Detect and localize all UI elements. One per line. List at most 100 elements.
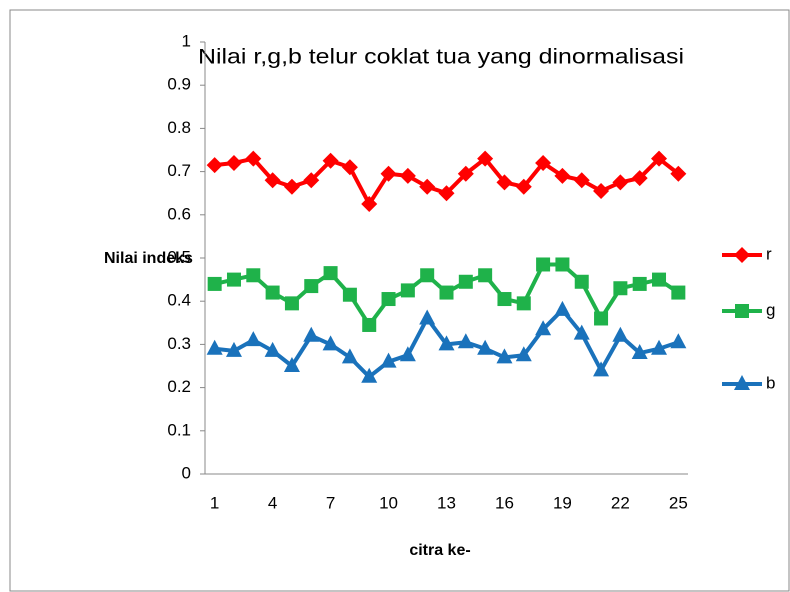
point: [207, 276, 222, 291]
point: [381, 292, 396, 307]
point: [477, 150, 494, 167]
point: [593, 361, 610, 377]
point: [438, 335, 455, 351]
point: [593, 183, 610, 200]
point: [613, 281, 628, 296]
y-tick-label: 0.5: [167, 247, 191, 266]
point: [516, 296, 531, 311]
point: [671, 285, 686, 300]
point: [515, 178, 532, 195]
x-tick-label: 1: [210, 493, 219, 512]
point: [322, 335, 339, 351]
point: [632, 276, 647, 291]
point: [303, 326, 320, 342]
point: [652, 272, 667, 287]
point: [341, 159, 358, 176]
y-tick-label: 0.9: [167, 75, 191, 94]
point: [438, 185, 455, 202]
point: [478, 268, 493, 283]
y-axis-label: Nilai indeks: [104, 250, 193, 267]
point: [399, 346, 416, 362]
point: [457, 165, 474, 182]
point: [573, 324, 590, 340]
point: [323, 266, 338, 281]
y-tick-label: 0.3: [167, 334, 191, 353]
point: [284, 296, 299, 311]
x-tick-label: 7: [326, 493, 335, 512]
point: [612, 174, 629, 191]
point: [303, 172, 320, 189]
point: [612, 326, 629, 342]
point: [631, 170, 648, 187]
point: [362, 317, 377, 332]
point: [206, 339, 223, 355]
point: [554, 300, 571, 316]
y-tick-label: 0: [182, 463, 191, 482]
x-tick-label: 19: [553, 493, 572, 512]
point: [361, 367, 378, 383]
point: [264, 172, 281, 189]
point: [670, 333, 687, 349]
point: [536, 257, 551, 272]
legend-marker: [734, 375, 750, 390]
point: [283, 357, 300, 372]
legend-marker: [734, 247, 750, 263]
point: [497, 292, 512, 307]
point: [400, 283, 415, 298]
point: [535, 320, 552, 336]
point: [361, 196, 378, 212]
point: [439, 285, 454, 300]
x-tick-label: 13: [437, 493, 456, 512]
point: [496, 348, 513, 364]
legend-marker: [735, 304, 749, 318]
point: [399, 167, 416, 184]
point: [342, 287, 357, 302]
point: [245, 150, 262, 167]
point: [515, 346, 532, 362]
legend-label: r: [766, 244, 772, 263]
point: [496, 174, 513, 191]
x-tick-label: 22: [611, 493, 630, 512]
point: [535, 154, 552, 171]
point: [555, 257, 570, 272]
point: [458, 274, 473, 289]
point: [573, 172, 590, 189]
point: [670, 165, 687, 182]
point: [554, 167, 571, 184]
point: [264, 341, 281, 357]
point: [651, 339, 668, 355]
point: [380, 352, 397, 368]
point: [574, 274, 589, 289]
point: [419, 178, 436, 195]
point: [245, 331, 262, 347]
y-tick-label: 1: [182, 31, 191, 50]
y-tick-label: 0.7: [167, 161, 191, 180]
x-tick-label: 10: [379, 493, 398, 512]
point: [283, 178, 300, 195]
legend-label: g: [766, 300, 775, 319]
y-tick-label: 0.6: [167, 204, 191, 223]
point: [419, 309, 436, 325]
x-tick-label: 25: [669, 493, 688, 512]
point: [246, 268, 261, 283]
point: [322, 152, 339, 169]
x-tick-label: 4: [268, 493, 277, 512]
y-tick-label: 0.2: [167, 377, 191, 396]
legend-label: b: [766, 373, 775, 392]
x-axis-label: citra ke-: [409, 542, 470, 559]
point: [477, 339, 494, 355]
y-tick-label: 0.1: [167, 420, 191, 439]
x-tick-label: 16: [495, 493, 514, 512]
point: [380, 165, 397, 182]
point: [457, 333, 474, 349]
y-tick-label: 0.4: [167, 291, 191, 310]
point: [341, 348, 358, 364]
point: [651, 150, 668, 167]
chart-title: Nilai r,g,b telur coklat tua yang dinorm…: [198, 46, 684, 69]
point: [631, 344, 648, 360]
point: [594, 311, 609, 326]
chart-frame: [9, 9, 790, 592]
point: [206, 157, 223, 174]
point: [420, 268, 435, 283]
y-tick-label: 0.8: [167, 118, 191, 137]
